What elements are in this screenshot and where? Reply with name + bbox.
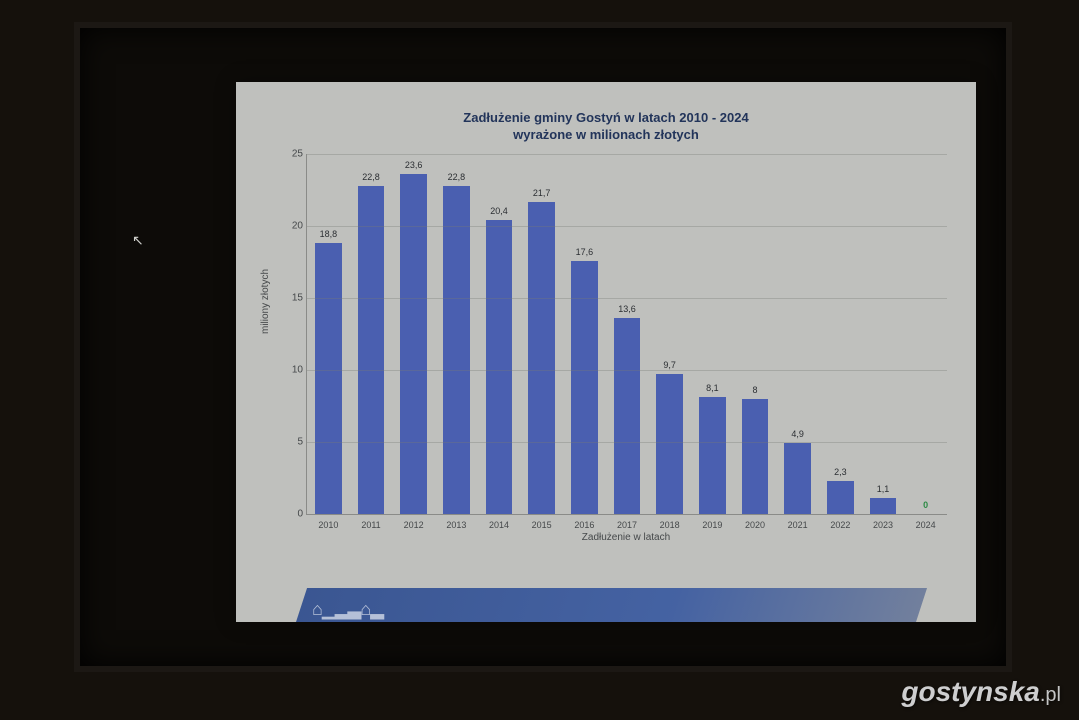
bar-value-label: 8: [735, 385, 775, 395]
y-tick-label: 25: [283, 149, 303, 160]
grid-line: [307, 442, 947, 443]
bar-value-label: 22,8: [436, 172, 476, 182]
y-tick-label: 15: [283, 293, 303, 304]
bar: [870, 498, 896, 514]
bar: [315, 243, 341, 514]
bar-value-label: 21,7: [522, 188, 562, 198]
grid-line: [307, 298, 947, 299]
bar: [358, 186, 384, 514]
x-tick-label: 2022: [820, 520, 860, 530]
grid-line: [307, 154, 947, 155]
bar: [784, 443, 810, 514]
chart-title-line1: Zadłużenie gminy Gostyń w latach 2010 - …: [463, 110, 748, 125]
x-tick-label: 2014: [479, 520, 519, 530]
bar-value-label: 20,4: [479, 206, 519, 216]
chart-title-line2: wyrażone w milionach złotych: [513, 127, 699, 142]
bar-value-label: 2,3: [820, 467, 860, 477]
bar-value-label: 22,8: [351, 172, 391, 182]
bar-value-label: 17,6: [564, 247, 604, 257]
presentation-slide: Zadłużenie gminy Gostyń w latach 2010 - …: [236, 82, 976, 622]
x-axis-label: Zadłużenie w latach: [306, 532, 946, 578]
bar-value-label: 8,1: [692, 383, 732, 393]
x-tick-label: 2023: [863, 520, 903, 530]
x-tick-label: 2018: [650, 520, 690, 530]
chart-title: Zadłużenie gminy Gostyń w latach 2010 - …: [236, 82, 976, 144]
y-tick-label: 20: [283, 221, 303, 232]
watermark: gostynska.pl: [901, 676, 1061, 708]
slide-footer-band: [296, 588, 927, 622]
bars-container: 18,8201022,8201123,6201222,8201320,42014…: [307, 154, 947, 514]
cursor-icon: ↖: [132, 232, 142, 246]
watermark-brand: gostynska: [901, 676, 1040, 707]
bar: [699, 397, 725, 514]
photo-background: Zadłużenie gminy Gostyń w latach 2010 - …: [0, 0, 1079, 720]
x-tick-label: 2017: [607, 520, 647, 530]
bar-value-label: 4,9: [778, 429, 818, 439]
y-tick-label: 10: [283, 365, 303, 376]
x-tick-label: 2015: [522, 520, 562, 530]
x-tick-label: 2012: [394, 520, 434, 530]
x-tick-label: 2024: [906, 520, 946, 530]
y-axis-label: miliony złotych: [260, 269, 271, 334]
chart-area: miliony złotych 18,8201022,8201123,62012…: [306, 154, 946, 544]
bar: [443, 186, 469, 514]
chart-plot: 18,8201022,8201123,6201222,8201320,42014…: [306, 154, 947, 515]
watermark-tld: .pl: [1040, 684, 1061, 706]
x-tick-label: 2010: [308, 520, 348, 530]
x-tick-label: 2020: [735, 520, 775, 530]
grid-line: [307, 226, 947, 227]
bar-value-label: 18,8: [308, 229, 348, 239]
x-tick-label: 2021: [778, 520, 818, 530]
x-tick-label: 2011: [351, 520, 391, 530]
x-tick-label: 2019: [692, 520, 732, 530]
bar: [827, 481, 853, 514]
bar-value-label: 0: [906, 500, 946, 510]
bar: [656, 374, 682, 514]
y-tick-label: 0: [283, 509, 303, 520]
y-tick-label: 5: [283, 437, 303, 448]
bar: [742, 399, 768, 514]
skyline-icon: ⌂▁▂▃⌂▂: [312, 599, 383, 620]
bar-value-label: 1,1: [863, 484, 903, 494]
bar-value-label: 23,6: [394, 160, 434, 170]
bar: [614, 318, 640, 514]
bar-value-label: 13,6: [607, 304, 647, 314]
grid-line: [307, 370, 947, 371]
bar: [486, 220, 512, 514]
bar: [528, 202, 554, 514]
bar-value-label: 9,7: [650, 360, 690, 370]
x-tick-label: 2016: [564, 520, 604, 530]
x-tick-label: 2013: [436, 520, 476, 530]
